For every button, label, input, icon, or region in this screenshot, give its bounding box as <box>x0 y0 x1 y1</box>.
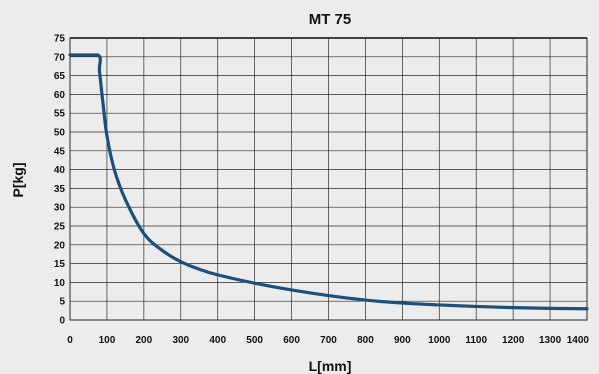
y-tick-label: 30 <box>54 203 66 214</box>
x-tick-label: 300 <box>172 335 189 346</box>
x-tick-label: 700 <box>320 335 337 346</box>
y-tick-label: 20 <box>54 240 66 251</box>
y-tick-label: 60 <box>54 90 66 101</box>
y-tick-label: 15 <box>54 259 66 270</box>
x-tick-label: 1000 <box>428 335 451 346</box>
y-tick-label: 10 <box>54 278 66 289</box>
y-tick-label: 75 <box>54 34 66 45</box>
x-tick-label: 400 <box>209 335 226 346</box>
y-tick-label: 35 <box>54 184 66 195</box>
x-tick-label: 500 <box>246 335 263 346</box>
series-line <box>68 53 589 311</box>
y-tick-label: 25 <box>54 222 66 233</box>
x-tick-label: 1300 <box>539 335 562 346</box>
x-tick-label: 900 <box>394 335 411 346</box>
x-tick-label: 200 <box>136 335 153 346</box>
x-tick-label: 1400 <box>567 335 590 346</box>
x-axis-label: L[mm] <box>309 358 352 374</box>
x-tick-label: 600 <box>283 335 300 346</box>
x-tick-label: 1200 <box>502 335 525 346</box>
chart-title: MT 75 <box>309 11 352 28</box>
x-tick-label: 0 <box>67 335 73 346</box>
x-tick-label: 100 <box>99 335 116 346</box>
y-tick-label: 50 <box>54 128 66 139</box>
tick-labels: 0 5 10 15 20 25 30 35 40 45 50 55 60 65 70 75 0 100 200 300… <box>54 34 590 347</box>
y-axis-label: P[kg] <box>10 163 26 198</box>
x-tick-label: 1100 <box>465 335 487 346</box>
y-tick-label: 0 <box>59 316 65 327</box>
y-tick-label: 40 <box>54 165 66 176</box>
x-tick-label: 800 <box>357 335 374 346</box>
y-tick-label: 55 <box>54 109 66 120</box>
series-layer <box>68 53 589 311</box>
y-tick-label: 70 <box>54 52 66 63</box>
y-tick-label: 65 <box>54 71 66 82</box>
y-tick-label: 45 <box>54 146 66 157</box>
y-tick-label: 5 <box>59 297 65 308</box>
grid <box>69 37 588 321</box>
